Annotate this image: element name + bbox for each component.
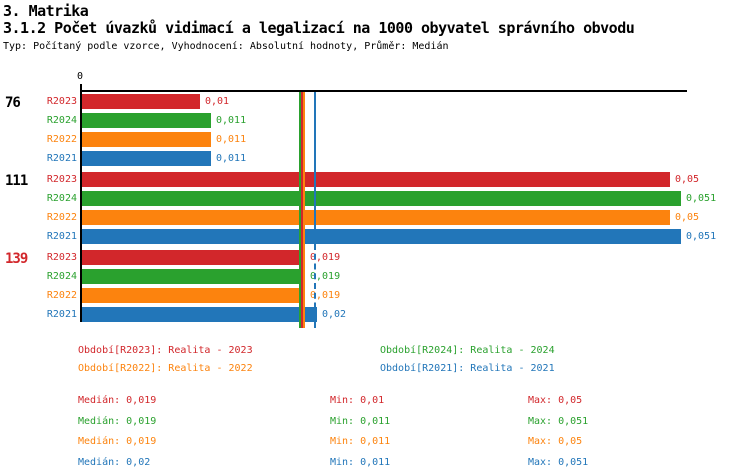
min-value-green: Min: 0,011: [330, 415, 391, 427]
bar-segment[interactable]: [82, 250, 305, 265]
bar-segment[interactable]: [82, 191, 681, 206]
bar-value-label: 0,051: [686, 231, 717, 242]
max-value-green: Max: 0,051: [528, 415, 589, 427]
median-line-R2021-dashed: [313, 244, 316, 328]
bar-segment[interactable]: [82, 172, 670, 187]
bar-value-label: 0,011: [216, 134, 247, 145]
max-value-red: Max: 0,05: [528, 395, 583, 406]
bar-row-label: R2023: [46, 174, 77, 185]
group-label: 76: [5, 95, 21, 111]
min-value-blue: Min: 0,011: [330, 456, 391, 468]
bar-segment[interactable]: [82, 269, 305, 284]
legend-item-r2022: Období[R2022]: Realita - 2022: [78, 363, 253, 374]
bar-value-label: 0,019: [310, 290, 341, 301]
legend-item-r2024: Období[R2024]: Realita - 2024: [380, 345, 555, 356]
legend-item-r2021: Období[R2021]: Realita - 2021: [380, 363, 555, 374]
max-value-orange: Max: 0,05: [528, 436, 583, 447]
bar-segment[interactable]: [82, 113, 211, 128]
bar-value-label: 0,011: [216, 153, 247, 164]
bar-row-label: R2022: [46, 212, 77, 223]
bar-row-label: R2024: [46, 193, 77, 204]
x-axis-zero-tick-label: 0: [77, 71, 84, 82]
report-subtitle: Typ: Počítaný podle vzorce, Vyhodnocení:…: [3, 41, 449, 52]
bar-value-label: 0,019: [310, 271, 341, 282]
bar-segment[interactable]: [82, 132, 211, 147]
bar-value-label: 0,05: [675, 174, 700, 185]
legend-item-r2023: Období[R2023]: Realita - 2023: [78, 345, 253, 356]
bar-segment[interactable]: [82, 229, 681, 244]
bar-row-label: R2021: [46, 153, 77, 164]
bar-segment[interactable]: [82, 151, 211, 166]
bar-row-label: R2023: [46, 252, 77, 263]
bar-segment[interactable]: [82, 288, 305, 303]
bar-row-label: R2023: [46, 96, 77, 107]
bar-row-label: R2022: [46, 134, 77, 145]
bar-row-label: R2024: [46, 271, 77, 282]
bar-segment[interactable]: [82, 94, 200, 109]
min-value-red: Min: 0,01: [330, 395, 385, 406]
median-line-R2022: [303, 92, 305, 328]
median-value-red: Medián: 0,019: [78, 395, 157, 406]
min-value-orange: Min: 0,011: [330, 436, 391, 447]
bar-value-label: 0,011: [216, 115, 247, 126]
bar-value-label: 0,01: [205, 96, 230, 107]
median-value-orange: Medián: 0,019: [78, 436, 157, 447]
section-title: 3. Matrika: [3, 2, 89, 20]
x-axis-line: [80, 90, 687, 92]
bar-value-label: 0,019: [310, 252, 341, 263]
median-line-R2024: [299, 92, 301, 328]
bar-value-label: 0,05: [675, 212, 700, 223]
max-value-blue: Max: 0,051: [528, 456, 589, 468]
median-value-green: Medián: 0,019: [78, 415, 157, 427]
bar-segment[interactable]: [82, 210, 670, 225]
group-label: 139: [5, 251, 28, 267]
median-line-R2023: [301, 92, 303, 328]
bar-segment[interactable]: [82, 307, 317, 322]
bar-row-label: R2022: [46, 290, 77, 301]
report-title: 3.1.2 Počet úvazků vidimací a legalizací…: [3, 19, 635, 37]
bar-row-label: R2024: [46, 115, 77, 126]
median-value-blue: Medián: 0,02: [78, 456, 151, 468]
bar-row-label: R2021: [46, 231, 77, 242]
bar-value-label: 0,051: [686, 193, 717, 204]
median-line-R2021: [313, 92, 316, 244]
group-label: 111: [5, 173, 28, 189]
bar-value-label: 0,02: [322, 309, 347, 320]
bar-row-label: R2021: [46, 309, 77, 320]
y-axis-line: [80, 84, 82, 322]
